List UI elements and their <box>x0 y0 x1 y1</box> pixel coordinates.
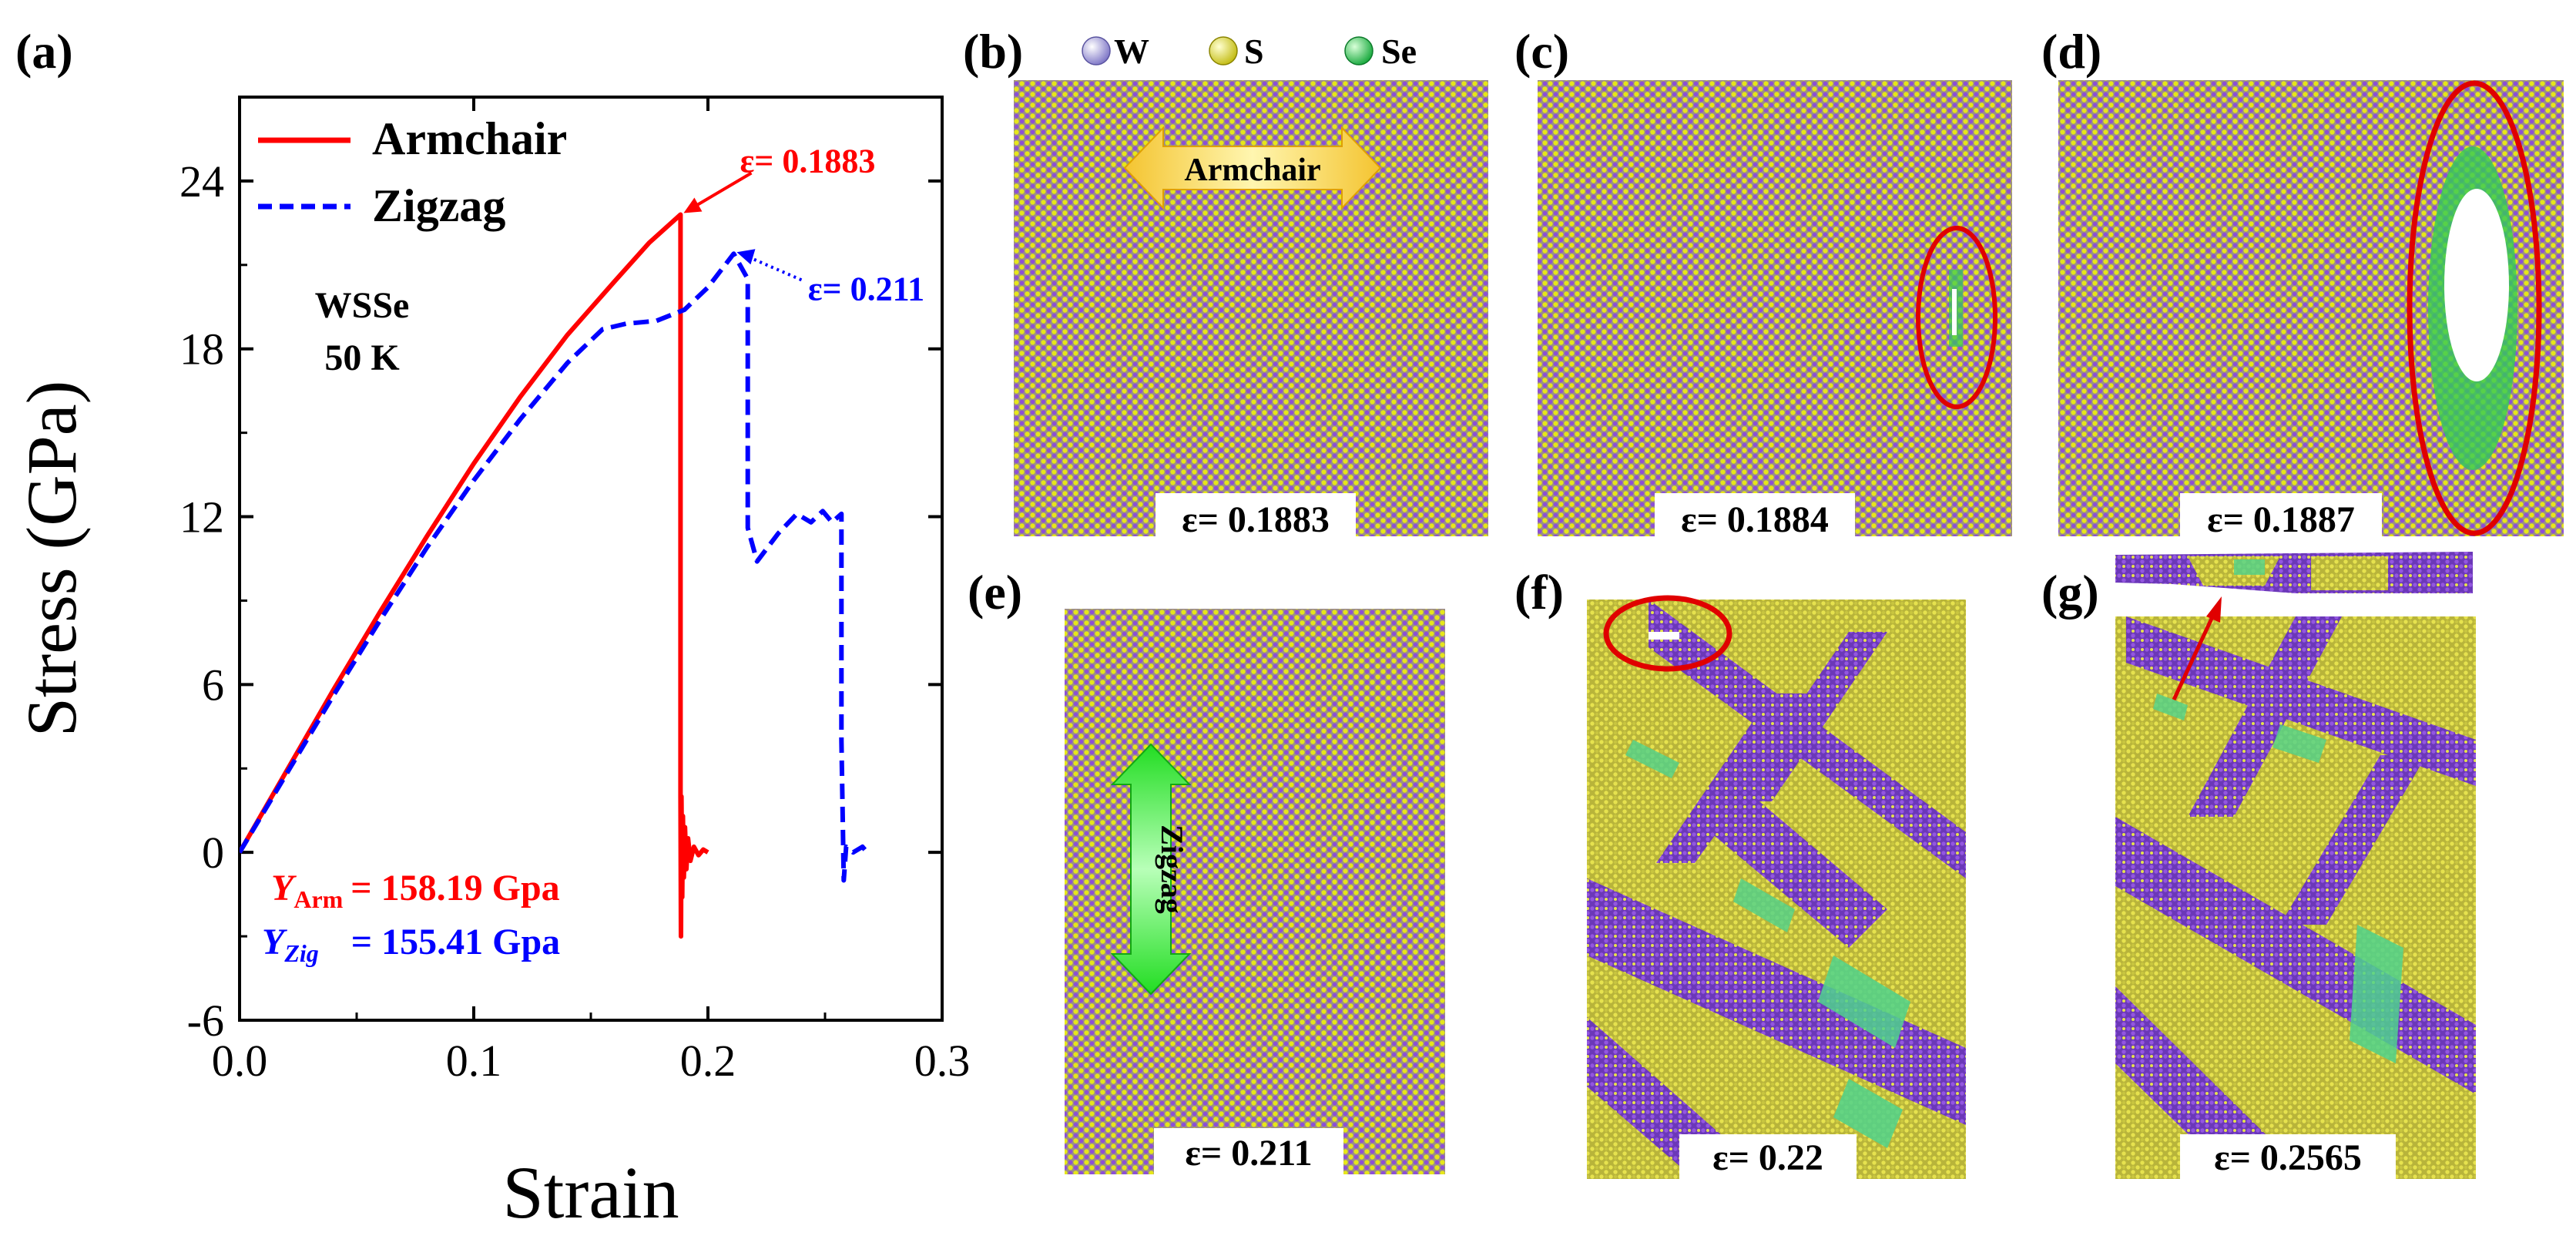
atom-S-icon <box>1209 36 1238 65</box>
legend-label-zigzag: Zigzag <box>372 180 505 231</box>
strain-box-e <box>1154 1128 1343 1176</box>
zigzag-direction-arrow: Zigzag <box>1110 743 1192 996</box>
lattice-c <box>1538 80 2012 536</box>
annotation-label-armchair: ε= 0.1883 <box>740 142 875 180</box>
annotation-layer: ε= 0.1883 ε= 0.211 <box>683 142 924 307</box>
element-legend: W S Se <box>1082 32 1417 71</box>
y-tick-label: -6 <box>187 996 224 1046</box>
fracture-highlight-c <box>1916 226 1997 409</box>
y-arm-subscript: Arm <box>293 885 343 913</box>
crack-direction-arrow <box>2172 596 2222 701</box>
strain-label-e: ε= 0.211 <box>1185 1133 1312 1174</box>
fractured-lattice-f <box>1587 599 1966 1179</box>
strain-box-f <box>1679 1134 1857 1179</box>
series-layer <box>240 212 870 939</box>
strain-box-d <box>2180 493 2382 539</box>
legend-label-armchair: Armchair <box>372 113 567 164</box>
y-zig-value: = 155.41 Gpa <box>351 922 560 962</box>
strain-label-c: ε= 0.1884 <box>1681 499 1829 540</box>
annotation-arrow-zigzag <box>743 254 803 282</box>
panel-label-c: (c) <box>1514 24 1569 79</box>
snapshot-g: (g) ε= 0.2565 <box>2041 552 2476 1179</box>
y-tick-label: 6 <box>202 660 224 710</box>
strain-label-b: ε= 0.1883 <box>1182 499 1330 540</box>
snapshot-d: (d) ε= 0.1887 <box>2041 24 2564 540</box>
panel-label-e: (e) <box>968 565 1022 620</box>
strain-label-d: ε= 0.1887 <box>2207 499 2355 540</box>
crack-seed-c <box>1949 270 1963 347</box>
atom-Se-icon <box>1344 36 1374 65</box>
crack-d <box>2428 146 2517 470</box>
panel-label-f: (f) <box>1514 565 1564 620</box>
y-arm-symbol: Y <box>271 868 297 908</box>
chart-legend: Armchair Zigzag <box>258 113 567 231</box>
svg-text:YArm= 158.19 Gpa: YArm = 158.19 Gpa <box>271 868 560 913</box>
panel-label-b: (b) <box>963 24 1023 79</box>
y-zig-subscript: Zig <box>283 939 318 967</box>
strain-label-f: ε= 0.22 <box>1712 1137 1823 1178</box>
armchair-arrow-label: Armchair <box>1184 153 1320 188</box>
plot-frame <box>238 96 944 1022</box>
strain-box-b <box>1156 493 1356 539</box>
material-label: WSSe <box>315 285 410 326</box>
annotation-arrowhead-zigzag <box>736 249 756 265</box>
armchair-direction-arrow: Armchair <box>1123 126 1382 210</box>
annotation-label-zigzag: ε= 0.211 <box>808 270 924 307</box>
x-axis-ticks: 0.0 0.1 0.2 0.3 <box>212 97 971 1086</box>
x-tick-label: 0.0 <box>212 1036 268 1086</box>
x-tick-label: 0.2 <box>680 1036 736 1086</box>
snapshot-c: (c) ε= 0.1884 <box>1514 24 2012 540</box>
x-tick-label: 0.3 <box>914 1036 971 1086</box>
panel-label-g: (g) <box>2041 565 2099 620</box>
y-tick-label: 0 <box>202 828 224 878</box>
fractured-lattice-g <box>2115 616 2476 1179</box>
y-arm-value: = 158.19 Gpa <box>351 868 559 908</box>
series-line-armchair <box>240 212 709 939</box>
legend-W-label: W <box>1114 32 1149 71</box>
fracture-highlight-f <box>1603 595 1732 672</box>
temperature-label: 50 K <box>324 338 399 378</box>
y-tick-label: 18 <box>179 324 224 374</box>
strain-box-c <box>1655 493 1855 539</box>
atom-W-icon <box>1082 36 1111 65</box>
legend-Se-label: Se <box>1381 32 1417 71</box>
youngs-modulus-zigzag: YZig = 155.41 Gpa <box>262 922 560 967</box>
snapshot-e: (e) Zigzag ε= 0.211 <box>968 565 1445 1176</box>
detached-strip-g <box>2115 552 2473 593</box>
x-axis-label: Strain <box>502 1151 679 1234</box>
y-tick-label: 12 <box>179 492 224 542</box>
annotation-arrowhead-armchair <box>683 197 703 213</box>
y-zig-symbol: Y <box>262 922 287 962</box>
legend-S-label: S <box>1244 32 1264 71</box>
annotation-arrow-armchair <box>690 171 753 210</box>
x-tick-label: 0.1 <box>446 1036 502 1086</box>
series-line-zigzag <box>240 251 870 883</box>
panel-label-d: (d) <box>2041 24 2101 79</box>
snapshot-f: (f) ε= 0.22 <box>1514 565 1966 1179</box>
fracture-highlight-d <box>2407 80 2542 536</box>
youngs-modulus-armchair: YArm = 158.19 Gpa <box>271 868 560 913</box>
y-axis-ticks: -6 0 6 12 18 24 <box>179 156 942 1046</box>
y-axis-label: Stress (GPa) <box>12 381 91 737</box>
strain-label-g: ε= 0.2565 <box>2214 1137 2362 1178</box>
zigzag-arrow-label: Zigzag <box>1155 825 1189 914</box>
svg-text:YZig= 155.41 Gpa: YZig = 155.41 Gpa <box>262 922 560 967</box>
lattice-e <box>1065 609 1445 1174</box>
strain-box-g <box>2180 1134 2396 1179</box>
y-tick-label: 24 <box>179 156 224 207</box>
panel-label-a: (a) <box>15 24 73 79</box>
snapshot-b: (b) Armchair ε= 0.1883 <box>963 24 1488 540</box>
